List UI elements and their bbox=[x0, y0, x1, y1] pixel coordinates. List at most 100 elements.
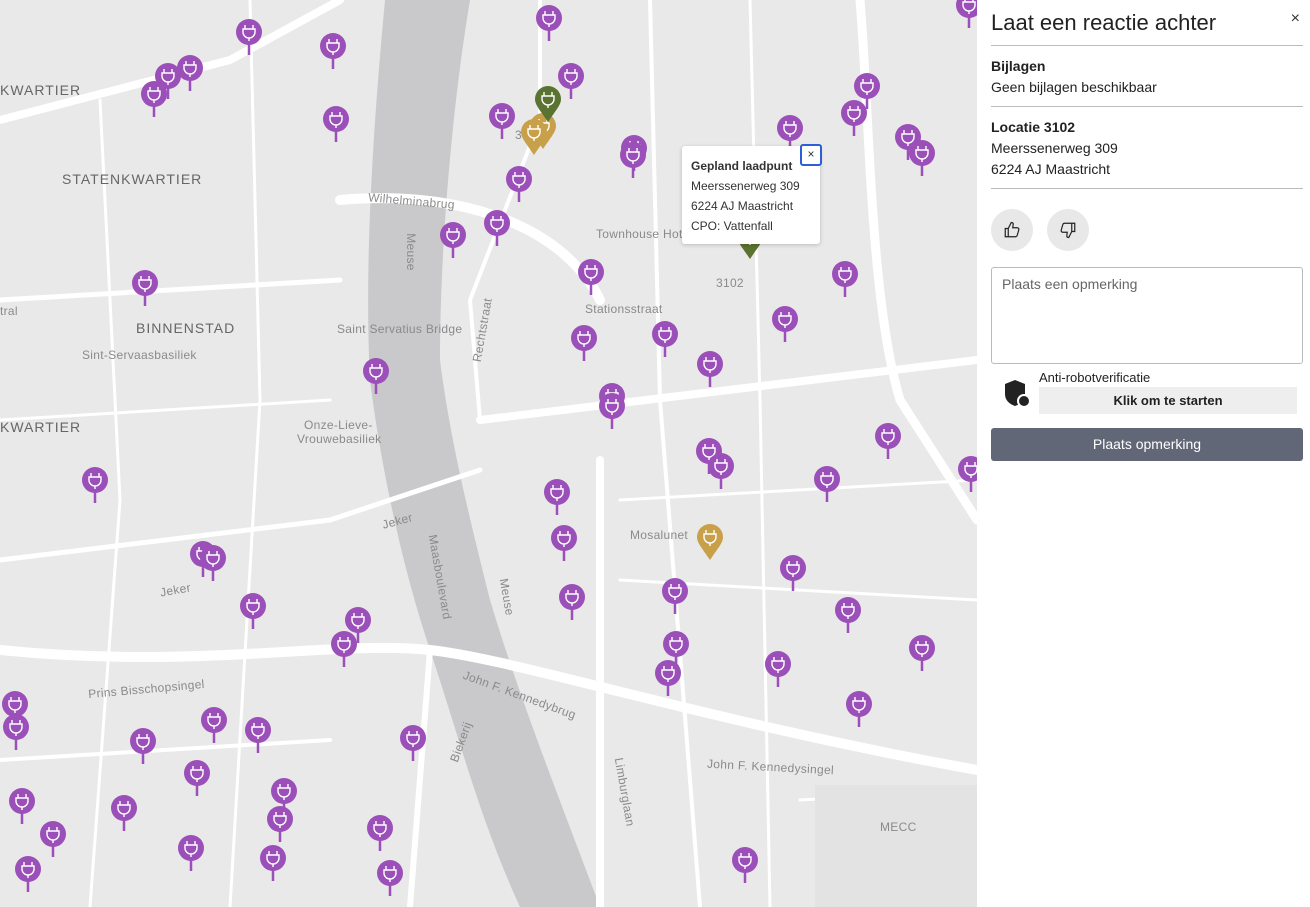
charging-marker[interactable] bbox=[655, 660, 681, 696]
charging-marker[interactable] bbox=[489, 103, 515, 139]
charging-marker[interactable] bbox=[652, 321, 678, 357]
charging-marker[interactable] bbox=[662, 578, 688, 614]
popup-close-button[interactable]: × bbox=[800, 144, 822, 166]
label-kwartier-mid: KWARTIER bbox=[0, 419, 82, 435]
charging-marker[interactable] bbox=[854, 73, 880, 109]
charging-marker[interactable] bbox=[267, 806, 293, 842]
charging-marker[interactable] bbox=[909, 140, 935, 176]
charging-marker[interactable] bbox=[697, 351, 723, 387]
charging-marker[interactable] bbox=[484, 210, 510, 246]
charging-marker[interactable] bbox=[780, 555, 806, 591]
charging-marker[interactable] bbox=[345, 607, 371, 643]
charging-marker[interactable] bbox=[599, 393, 625, 429]
submit-comment-button[interactable]: Plaats opmerking bbox=[991, 428, 1303, 461]
charging-marker[interactable] bbox=[260, 845, 286, 881]
thumbs-up-button[interactable] bbox=[991, 209, 1033, 251]
charging-marker[interactable] bbox=[15, 856, 41, 892]
charging-marker[interactable] bbox=[765, 651, 791, 687]
charging-marker[interactable] bbox=[875, 423, 901, 459]
plug-icon bbox=[345, 607, 371, 643]
charging-marker[interactable] bbox=[320, 33, 346, 69]
charging-marker[interactable] bbox=[832, 261, 858, 297]
plug-icon bbox=[663, 631, 689, 667]
charging-marker[interactable] bbox=[130, 728, 156, 764]
location-city: 6224 AJ Maastricht bbox=[991, 161, 1111, 177]
thumbs-down-button[interactable] bbox=[1047, 209, 1089, 251]
charging-marker[interactable] bbox=[506, 166, 532, 202]
charging-marker[interactable] bbox=[177, 55, 203, 91]
charging-marker[interactable] bbox=[111, 795, 137, 831]
charging-marker[interactable] bbox=[363, 358, 389, 394]
plug-icon bbox=[846, 691, 872, 727]
comment-panel: Laat een reactie achter × Bijlagen Geen … bbox=[977, 0, 1310, 907]
charging-marker[interactable] bbox=[236, 19, 262, 55]
plug-icon bbox=[571, 325, 597, 361]
plug-icon bbox=[909, 140, 935, 176]
charging-marker[interactable] bbox=[132, 270, 158, 306]
charging-marker[interactable] bbox=[571, 325, 597, 361]
planned-marker[interactable] bbox=[535, 86, 561, 122]
captcha-start-button[interactable]: Klik om te starten bbox=[1039, 387, 1297, 414]
charging-marker[interactable] bbox=[536, 5, 562, 41]
plug-icon bbox=[708, 453, 734, 489]
plug-icon bbox=[551, 525, 577, 561]
charging-marker[interactable] bbox=[240, 593, 266, 629]
charging-marker[interactable] bbox=[40, 821, 66, 857]
plug-icon bbox=[652, 321, 678, 357]
plug-icon bbox=[363, 358, 389, 394]
charging-marker[interactable] bbox=[3, 714, 29, 750]
charging-marker[interactable] bbox=[732, 847, 758, 883]
charging-marker[interactable] bbox=[835, 597, 861, 633]
plug-icon bbox=[958, 456, 977, 492]
panel-close-button[interactable]: × bbox=[1290, 10, 1300, 27]
divider bbox=[991, 188, 1303, 189]
plug-icon bbox=[320, 33, 346, 69]
label-kwartier-top: KWARTIER bbox=[0, 82, 82, 98]
location-street: Meerssenerweg 309 bbox=[991, 140, 1118, 156]
charging-marker[interactable] bbox=[958, 456, 977, 492]
charging-marker[interactable] bbox=[772, 306, 798, 342]
charging-marker[interactable] bbox=[82, 467, 108, 503]
charging-marker[interactable] bbox=[544, 479, 570, 515]
charging-marker[interactable] bbox=[400, 725, 426, 761]
charging-marker[interactable] bbox=[440, 222, 466, 258]
label-binnenstad: BINNENSTAD bbox=[136, 320, 236, 336]
comment-input[interactable] bbox=[991, 267, 1303, 364]
charging-marker[interactable] bbox=[141, 81, 167, 117]
charging-marker[interactable] bbox=[708, 453, 734, 489]
other-marker[interactable] bbox=[521, 119, 547, 155]
charging-marker[interactable] bbox=[663, 631, 689, 667]
attachments-section: Bijlagen Geen bijlagen beschikbaar bbox=[991, 46, 1303, 106]
charging-marker[interactable] bbox=[956, 0, 977, 28]
charging-marker[interactable] bbox=[578, 259, 604, 295]
charging-marker[interactable] bbox=[814, 466, 840, 502]
charging-marker[interactable] bbox=[367, 815, 393, 851]
charging-marker[interactable] bbox=[558, 63, 584, 99]
charging-marker[interactable] bbox=[377, 860, 403, 896]
charging-marker[interactable] bbox=[201, 707, 227, 743]
charging-marker[interactable] bbox=[200, 545, 226, 581]
plug-icon bbox=[267, 806, 293, 842]
charging-marker[interactable] bbox=[620, 142, 646, 178]
plug-icon bbox=[82, 467, 108, 503]
plug-icon bbox=[141, 81, 167, 117]
shield-icon bbox=[1005, 380, 1031, 408]
plug-icon bbox=[772, 306, 798, 342]
charging-marker[interactable] bbox=[323, 106, 349, 142]
other-marker[interactable] bbox=[697, 524, 723, 560]
charging-marker[interactable] bbox=[846, 691, 872, 727]
plug-icon bbox=[777, 115, 803, 151]
charging-marker[interactable] bbox=[184, 760, 210, 796]
charging-marker[interactable] bbox=[551, 525, 577, 561]
charging-marker[interactable] bbox=[178, 835, 204, 871]
map[interactable]: KWARTIER STATENKWARTIER BINNENSTAD KWART… bbox=[0, 0, 977, 907]
charging-marker[interactable] bbox=[9, 788, 35, 824]
charging-marker[interactable] bbox=[559, 584, 585, 620]
charging-marker[interactable] bbox=[909, 635, 935, 671]
charging-marker[interactable] bbox=[841, 100, 867, 136]
charging-marker[interactable] bbox=[777, 115, 803, 151]
charging-marker[interactable] bbox=[331, 631, 357, 667]
charging-marker[interactable] bbox=[155, 63, 181, 99]
plug-icon bbox=[697, 524, 723, 560]
charging-marker[interactable] bbox=[245, 717, 271, 753]
